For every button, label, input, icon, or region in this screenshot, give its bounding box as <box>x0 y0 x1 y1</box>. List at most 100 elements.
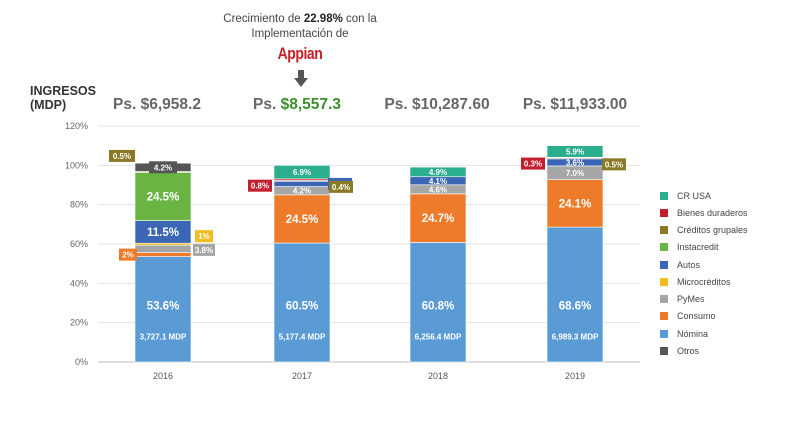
legend-item: Microcréditos <box>660 273 748 290</box>
data-label: 4.2% <box>293 187 311 196</box>
legend-label: Créditos grupales <box>677 225 748 236</box>
legend-label: CR USA <box>677 190 712 201</box>
legend-label: Instacredit <box>677 242 719 253</box>
x-tick-label: 2017 <box>292 371 312 381</box>
data-label: 24.5% <box>147 192 180 204</box>
legend-swatch <box>660 226 668 235</box>
total-2017: Ps. $8,557.3 <box>222 96 372 114</box>
y-axis-title-line1: INGRESOS <box>30 84 96 98</box>
legend-swatch <box>660 277 668 286</box>
bar-segment <box>546 226 604 363</box>
bar-segment <box>409 193 467 243</box>
data-label-box <box>195 230 213 243</box>
data-label: 24.1% <box>559 198 592 210</box>
data-label-box <box>119 248 137 261</box>
data-label: 0.3% <box>524 160 542 169</box>
data-label-box <box>109 149 135 162</box>
legend-item: Otros <box>660 342 748 359</box>
appian-logo: Appian <box>277 44 323 63</box>
data-label-box <box>521 157 545 170</box>
growth-note: Crecimiento de 22.98% con la Implementac… <box>215 12 385 42</box>
data-sublabel: 5,177.4 MDP <box>279 332 326 341</box>
y-tick-label: 20% <box>70 318 88 328</box>
legend-swatch <box>660 243 668 252</box>
bar-segment <box>273 194 331 244</box>
data-label: 4.1% <box>429 177 447 186</box>
legend-label: Bienes duraderos <box>677 207 748 218</box>
legend-item: Nómina <box>660 325 748 342</box>
total-2018: Ps. $10,287.60 <box>384 96 490 113</box>
legend-item: Créditos grupales <box>660 222 748 239</box>
data-label: 1% <box>198 232 210 241</box>
bar-segment <box>409 166 467 178</box>
data-label: 11.5% <box>147 227 179 239</box>
data-label: 3.6% <box>566 158 584 167</box>
data-label: 0.5% <box>113 152 131 161</box>
total-2017-prefix: Ps. <box>253 96 281 113</box>
bar-segment <box>409 242 467 363</box>
legend-label: Autos <box>677 259 701 270</box>
data-label-box <box>193 243 215 256</box>
total-2019: Ps. $11,933.00 <box>522 96 628 113</box>
legend-label: Nómina <box>677 328 709 339</box>
legend-item: PyMes <box>660 291 748 308</box>
data-label: 0.4% <box>332 183 350 192</box>
y-axis-title-line2: (MDP) <box>30 98 67 112</box>
data-label: 6.9% <box>293 168 311 177</box>
data-label: 3.8% <box>195 246 213 255</box>
y-tick-label: 40% <box>70 278 88 288</box>
data-label-box <box>248 179 272 192</box>
data-label: 24.5% <box>286 214 319 226</box>
data-sublabel: 6,989.3 MDP <box>552 332 599 341</box>
x-tick-label: 2016 <box>153 371 173 381</box>
data-label-box <box>329 180 353 193</box>
data-label: 7.0% <box>566 169 584 178</box>
total-2016-value: $6,958.2 <box>140 96 201 113</box>
legend-item: Autos <box>660 256 748 273</box>
legend-label: Consumo <box>677 311 716 322</box>
data-label-box <box>149 161 177 174</box>
bar-segment <box>273 165 331 180</box>
data-label: 4.2% <box>154 163 172 172</box>
data-label: 68.6% <box>559 301 592 313</box>
total-2017-value: $8,557.3 <box>280 96 341 113</box>
chart-legend: CR USA Bienes duraderos Créditos grupales I… <box>660 187 748 360</box>
data-sublabel: 3,727.1 MDP <box>140 332 187 341</box>
y-tick-label: 100% <box>65 160 88 170</box>
legend-label: Otros <box>677 345 700 356</box>
legend-item: Instacredit <box>660 239 748 256</box>
y-tick-label: 80% <box>70 200 88 210</box>
legend-swatch <box>660 312 668 321</box>
total-2016: Ps. $6,958.2 <box>82 96 232 114</box>
data-label: 4.9% <box>429 168 447 177</box>
legend-item: Bienes duraderos <box>660 204 748 221</box>
legend-item: Consumo <box>660 308 748 325</box>
bar-segment <box>134 244 192 253</box>
data-label: 24.7% <box>422 213 455 225</box>
data-label: 5.9% <box>566 147 584 156</box>
legend-label: Microcréditos <box>677 276 731 287</box>
arrow-down-icon <box>294 70 308 87</box>
x-tick-label: 2018 <box>428 371 448 381</box>
data-label: 53.6% <box>147 301 180 313</box>
data-label: 60.8% <box>422 301 455 313</box>
legend-item: CR USA <box>660 187 748 204</box>
bar-segment <box>273 242 331 363</box>
data-label: 4.6% <box>429 185 447 194</box>
x-tick-label: 2019 <box>565 371 585 381</box>
growth-note-suffix: con la Implementación de <box>251 13 377 40</box>
y-tick-label: 120% <box>65 121 88 131</box>
data-sublabel: 6,256.4 MDP <box>415 332 462 341</box>
total-2016-prefix: Ps. <box>113 96 141 113</box>
legend-swatch <box>660 346 668 355</box>
data-label-box <box>602 158 626 171</box>
growth-note-prefix: Crecimiento de <box>223 13 304 25</box>
legend-swatch <box>660 208 668 217</box>
bar-segment <box>134 252 192 257</box>
bar-segment <box>134 256 192 363</box>
data-label: 60.5% <box>286 301 319 313</box>
legend-swatch <box>660 260 668 269</box>
bar-segment <box>546 145 604 158</box>
bar-segment <box>546 179 604 228</box>
